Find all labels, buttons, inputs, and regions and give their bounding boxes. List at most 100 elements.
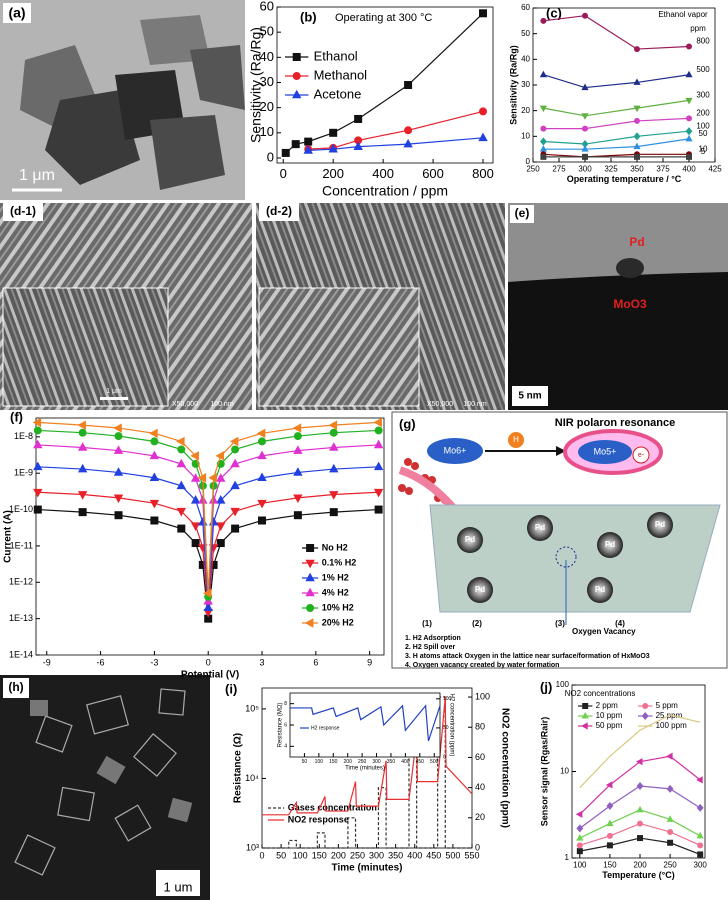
x-tick-label: -6 xyxy=(97,657,105,667)
x-tick-label: 300 xyxy=(578,164,592,173)
y2-axis-label: NO2 concentration (ppm) xyxy=(499,708,510,828)
marker xyxy=(641,711,649,721)
marker xyxy=(576,842,583,849)
image-h: (h) 1 um xyxy=(0,675,210,900)
marker xyxy=(113,423,122,433)
x-tick-label: 400 xyxy=(401,759,410,765)
plot-frame xyxy=(276,6,494,164)
x-tick-label: 250 xyxy=(350,850,365,860)
x-tick-label: 375 xyxy=(656,164,670,173)
x-tick-label: 150 xyxy=(312,850,327,860)
x-tick-label: 9 xyxy=(367,657,372,667)
marker xyxy=(582,153,588,160)
y-axis-label: Sensor signal (Rgas/Rair) xyxy=(539,717,549,827)
marker xyxy=(293,467,303,476)
y-tick-label: 1E-8 xyxy=(14,431,33,441)
y-tick-label: 30 xyxy=(260,74,274,89)
y-tick-label: 20 xyxy=(260,99,274,114)
x-tick-label: 350 xyxy=(387,759,396,765)
series-line xyxy=(543,117,690,130)
x-tick-label: 275 xyxy=(552,164,566,173)
y-tick-label: 40 xyxy=(521,54,530,63)
panel-label: (d-1) xyxy=(10,204,36,218)
marker xyxy=(374,426,383,435)
marker xyxy=(685,70,693,78)
marker xyxy=(257,472,267,482)
marker xyxy=(582,12,588,19)
scale-label: 1 um xyxy=(164,879,193,894)
y-tick-label: 1E-12 xyxy=(9,577,33,587)
marker xyxy=(637,835,644,842)
marker xyxy=(633,105,641,113)
marker xyxy=(149,499,160,509)
x-tick-label: 425 xyxy=(708,164,722,173)
y-axis-label: Resistance (Ω) xyxy=(233,733,244,803)
marker xyxy=(404,81,413,89)
panel-label: (h) xyxy=(8,680,23,694)
marker xyxy=(149,450,160,460)
marker xyxy=(216,495,226,504)
series-line xyxy=(262,696,473,816)
marker xyxy=(113,494,124,504)
particle-label: Pd xyxy=(629,235,644,249)
y-tick-label: 10 xyxy=(521,131,530,140)
y-tick-label: 1E-14 xyxy=(9,649,33,659)
marker xyxy=(77,420,86,430)
scale-label: 1 μm xyxy=(19,167,55,184)
ion-label: Mo5+ xyxy=(594,446,617,456)
legend-label: 5 ppm xyxy=(656,701,679,710)
y-tick-label: 0 xyxy=(526,157,531,166)
marker xyxy=(177,524,186,533)
legend-label: Acetone xyxy=(314,86,362,101)
marker xyxy=(666,815,674,822)
marker xyxy=(216,473,226,482)
sphere-label: Pd xyxy=(655,520,665,529)
panel-label: (f) xyxy=(10,409,23,424)
x-axis-label: Potential (V) xyxy=(181,669,239,680)
x-axis-label: Time (minutes) xyxy=(345,766,385,772)
electron-label: e- xyxy=(638,452,645,459)
legend-label: 200 xyxy=(696,108,710,117)
marker xyxy=(686,115,692,122)
marker xyxy=(353,141,363,150)
y-axis-label: Current (A) xyxy=(3,510,14,563)
marker xyxy=(292,72,301,80)
marker xyxy=(150,516,159,525)
marker xyxy=(306,544,315,552)
marker xyxy=(33,488,43,498)
legend-label: 2 ppm xyxy=(596,701,619,710)
marker xyxy=(256,428,266,439)
x-axis-label: Operating temperature / °C xyxy=(567,174,682,184)
x-axis-label: Concentration / ppm xyxy=(322,182,448,198)
marker xyxy=(479,107,488,116)
marker xyxy=(33,426,42,435)
marker xyxy=(633,142,641,150)
marker xyxy=(231,445,240,454)
marker xyxy=(303,145,313,154)
marker xyxy=(328,420,338,430)
site-label: (2) xyxy=(472,619,482,628)
x-tick-label: 250 xyxy=(526,164,540,173)
marker xyxy=(258,516,267,525)
series-line xyxy=(285,12,484,154)
marker xyxy=(606,832,613,839)
y-tick-label: 1E-11 xyxy=(10,540,33,550)
series-line xyxy=(543,130,690,145)
legend-label: 4% H2 xyxy=(322,587,349,597)
magnification: X50,000 xyxy=(172,401,198,408)
marker xyxy=(329,463,339,473)
legend-label: Methanol xyxy=(314,67,368,82)
marker xyxy=(634,153,640,160)
marker xyxy=(635,758,643,766)
x-axis-label: Time (minutes) xyxy=(332,862,403,873)
marker xyxy=(230,507,240,517)
y2-tick-label: 50 xyxy=(443,725,449,731)
marker xyxy=(77,491,88,500)
x-tick-label: 400 xyxy=(682,164,696,173)
legend-label: 50 ppm xyxy=(596,721,623,730)
marker xyxy=(637,820,644,827)
ion-label: Mo6+ xyxy=(444,445,467,455)
image-a: (a) 1 μm xyxy=(0,0,245,200)
y-axis-label: Resistance (MΩ) xyxy=(278,703,284,748)
